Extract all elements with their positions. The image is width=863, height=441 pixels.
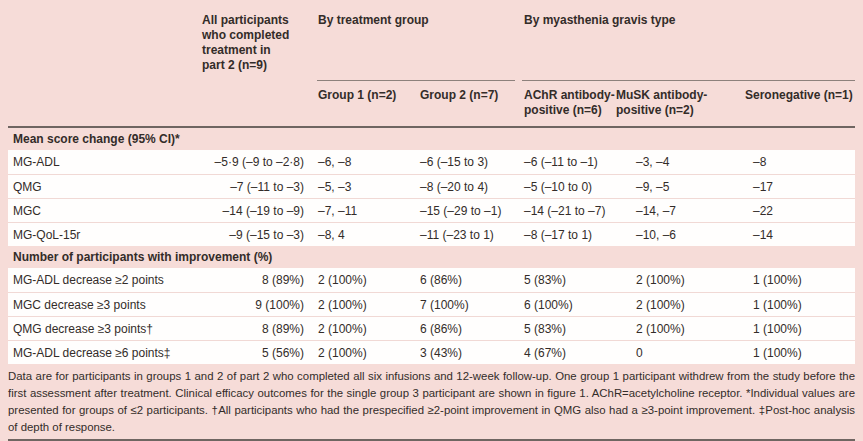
cell-all-participants: 8 (89%) [202, 268, 310, 292]
cell-seronegative: –22 [744, 199, 855, 222]
cell-group1: –6, –8 [310, 150, 412, 174]
cell-musk: –14, –7 [616, 199, 744, 222]
cell-musk: –3, –4 [616, 150, 744, 174]
row-label: MG-ADL decrease ≥2 points [8, 268, 202, 292]
column-header-group1: Group 1 (n=2) [310, 81, 412, 126]
cell-group2: –8 (–20 to 4) [412, 175, 516, 198]
table-row: QMG decrease ≥3 points† 8 (89%) 2 (100%)… [8, 316, 855, 340]
cell-achr: 6 (100%) [516, 293, 616, 316]
table-row: MGC decrease ≥3 points 9 (100%) 2 (100%)… [8, 292, 855, 316]
table-row: MG-ADL decrease ≥2 points 8 (89%) 2 (100… [8, 268, 855, 292]
table-row: MG-ADL –5·9 (–9 to –2·8) –6, –8 –6 (–15 … [8, 150, 855, 174]
cell-achr: –8 (–17 to 1) [516, 223, 616, 246]
cell-seronegative: 1 (100%) [744, 268, 855, 292]
section-title-participants-improvement: Number of participants with improvement … [8, 246, 855, 268]
cell-all-participants: 8 (89%) [202, 317, 310, 340]
cell-all-participants: –9 (–15 to –3) [202, 223, 310, 246]
cell-group2: –6 (–15 to 3) [412, 150, 516, 174]
cell-group2: 3 (43%) [412, 341, 516, 364]
cell-seronegative: 1 (100%) [744, 317, 855, 340]
cell-musk: 0 [616, 341, 744, 364]
cell-group2: 7 (100%) [412, 293, 516, 316]
cell-group1: –7, –11 [310, 199, 412, 222]
cell-achr: 4 (67%) [516, 341, 616, 364]
table-figure: All participants who completed treatment… [0, 0, 863, 441]
row-label: QMG decrease ≥3 points† [8, 317, 202, 340]
row-label: MG-ADL decrease ≥6 points‡ [8, 341, 202, 364]
group-header-mg-type: By myasthenia gravis type [522, 0, 855, 81]
cell-seronegative: –14 [744, 223, 855, 246]
cell-musk: –10, –6 [616, 223, 744, 246]
cell-group2: –15 (–29 to –1) [412, 199, 516, 222]
cell-all-participants: 5 (56%) [202, 341, 310, 364]
cell-seronegative: 1 (100%) [744, 293, 855, 316]
cell-group1: –5, –3 [310, 175, 412, 198]
cell-all-participants: –7 (–11 to –3) [202, 175, 310, 198]
column-header-achr: AChR antibody-positive (n=6) [516, 81, 616, 126]
cell-achr: 5 (83%) [516, 268, 616, 292]
cell-all-participants: 9 (100%) [202, 293, 310, 316]
table-header: All participants who completed treatment… [8, 0, 855, 128]
table-row: MG-ADL decrease ≥6 points‡ 5 (56%) 2 (10… [8, 340, 855, 364]
row-label: MG-QoL-15r [8, 223, 202, 246]
row-label: QMG [8, 175, 202, 198]
cell-seronegative: –17 [744, 175, 855, 198]
cell-musk: 2 (100%) [616, 317, 744, 340]
cell-musk: 2 (100%) [616, 293, 744, 316]
column-header-all-participants: All participants who completed treatment… [202, 0, 310, 126]
section-title-mean-score-change: Mean score change (95% CI)* [8, 128, 855, 150]
column-header-group2: Group 2 (n=7) [412, 81, 516, 126]
cell-group2: 6 (86%) [412, 268, 516, 292]
row-label: MGC decrease ≥3 points [8, 293, 202, 316]
row-label: MG-ADL [8, 150, 202, 174]
cell-achr: –5 (–10 to 0) [516, 175, 616, 198]
cell-achr: 5 (83%) [516, 317, 616, 340]
table-row: MGC –14 (–19 to –9) –7, –11 –15 (–29 to … [8, 198, 855, 222]
cell-group1: 2 (100%) [310, 341, 412, 364]
group-header-treatment: By treatment group [317, 0, 515, 81]
cell-seronegative: –8 [744, 150, 855, 174]
table-row: QMG –7 (–11 to –3) –5, –3 –8 (–20 to 4) … [8, 174, 855, 198]
cell-musk: –9, –5 [616, 175, 744, 198]
cell-group1: 2 (100%) [310, 268, 412, 292]
table-row: MG-QoL-15r –9 (–15 to –3) –8, 4 –11 (–23… [8, 222, 855, 246]
cell-all-participants: –14 (–19 to –9) [202, 199, 310, 222]
cell-musk: 2 (100%) [616, 268, 744, 292]
column-header-musk: MuSK antibody-positive (n=2) [616, 81, 744, 126]
cell-all-participants: –5·9 (–9 to –2·8) [202, 150, 310, 174]
cell-group2: –11 (–23 to 1) [412, 223, 516, 246]
table-footnote: Data are for participants in groups 1 an… [8, 364, 855, 441]
cell-group1: –8, 4 [310, 223, 412, 246]
row-label: MGC [8, 199, 202, 222]
cell-achr: –14 (–21 to –7) [516, 199, 616, 222]
column-header-seronegative: Seronegative (n=1) [744, 81, 855, 126]
cell-group1: 2 (100%) [310, 293, 412, 316]
cell-group2: 6 (86%) [412, 317, 516, 340]
cell-seronegative: 1 (100%) [744, 341, 855, 364]
cell-group1: 2 (100%) [310, 317, 412, 340]
cell-achr: –6 (–11 to –1) [516, 150, 616, 174]
